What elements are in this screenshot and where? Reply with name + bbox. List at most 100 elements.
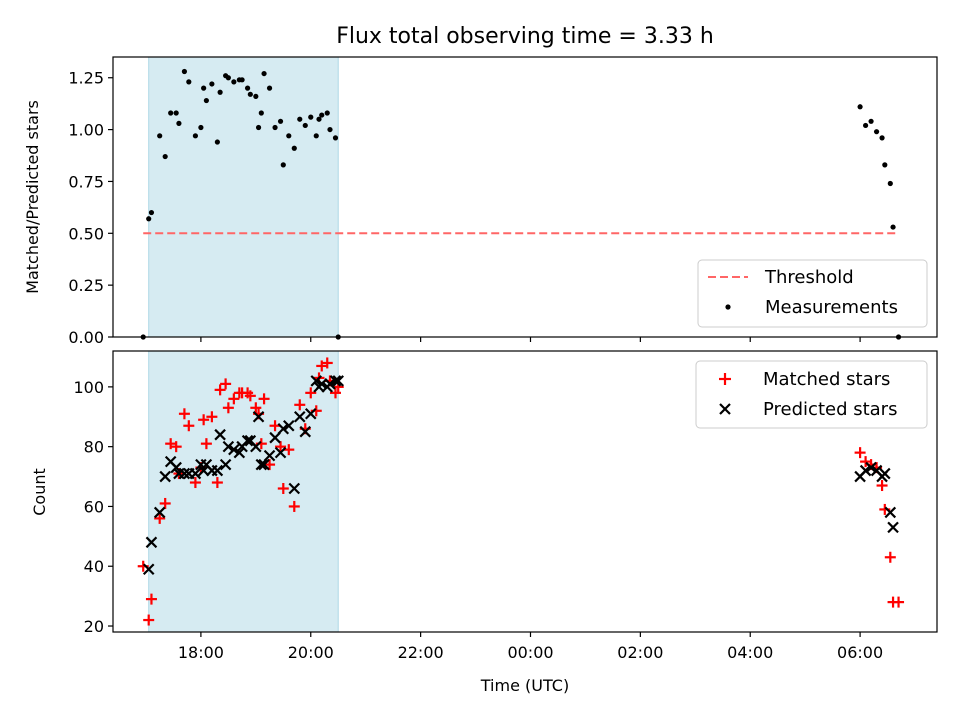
measurement-point [857, 104, 863, 110]
predicted-star-point [310, 375, 323, 387]
legend-predicted-label: Predicted stars [763, 399, 897, 420]
matched-star-point [321, 357, 333, 369]
x-tick-label: 00:00 [507, 643, 553, 662]
matched-star-point [893, 596, 905, 608]
measurement-point [209, 81, 215, 87]
x-axis-label: Time (UTC) [480, 676, 569, 695]
measurement-point [272, 124, 278, 131]
predicted-star-point [222, 440, 235, 453]
chart-title: Flux total observing time = 3.33 h [336, 24, 714, 49]
measurement-point [313, 133, 319, 139]
measurement-point [239, 77, 245, 83]
measurement-point [862, 122, 869, 129]
predicted-star-point [884, 506, 897, 519]
y-tick-label: 1.00 [68, 121, 104, 140]
legend-predicted-swatch [719, 403, 731, 415]
predicted-star-point [219, 458, 232, 471]
y-tick-label: 20 [84, 617, 104, 636]
measurement-point [319, 112, 325, 118]
predicted-star-point [241, 434, 254, 447]
top-axes: 0.00 0.25 0.50 0.75 1.00 1.25 Matched/Predict… [23, 56, 938, 347]
matched-stars-series [137, 357, 905, 626]
matched-star-point [275, 441, 287, 453]
matched-star-point [220, 378, 232, 390]
x-tick-label: 20:00 [288, 643, 334, 662]
measurement-point [261, 70, 267, 77]
x-tick-label: 02:00 [617, 643, 663, 662]
predicted-star-point [214, 428, 226, 441]
matched-star-point [200, 438, 212, 450]
predicted-star-point [252, 410, 265, 423]
measurement-point [148, 209, 155, 216]
predicted-star-point [145, 536, 158, 549]
top-plot-frame [112, 56, 938, 338]
x-tick-label: 18:00 [178, 643, 224, 662]
y-tick-label: 0.00 [68, 328, 104, 347]
measurement-point [247, 91, 253, 97]
matched-star-point [198, 414, 210, 426]
predicted-star-point [879, 467, 891, 480]
matched-star-point [305, 387, 317, 399]
matched-star-point [876, 480, 888, 492]
top-observing-span [148, 56, 339, 338]
measurement-point [277, 118, 284, 124]
matched-star-point [269, 420, 281, 432]
matched-star-point [244, 390, 256, 402]
measurement-point [879, 135, 885, 141]
measurement-point [266, 85, 273, 91]
top-legend-box [697, 259, 928, 328]
predicted-star-point [304, 407, 317, 420]
bottom-y-axis-label: Count [30, 468, 49, 516]
measurement-point [887, 180, 893, 187]
predicted-star-point [189, 467, 202, 480]
bottom-legend: Matched stars Predicted stars [695, 360, 928, 429]
matched-star-point [189, 477, 201, 489]
measurement-point [258, 110, 264, 116]
measurement-point [201, 85, 207, 91]
y-tick-label: 0.75 [68, 172, 104, 191]
predicted-star-point [274, 446, 287, 459]
legend-matched-swatch [719, 373, 731, 385]
top-legend: Threshold Measurements [697, 259, 928, 328]
predicted-star-point [299, 425, 312, 438]
legend-measurements-label: Measurements [765, 297, 898, 318]
predicted-star-point [332, 375, 345, 387]
measurement-point [324, 110, 330, 116]
measurement-point [308, 114, 314, 120]
measurement-point [168, 110, 174, 116]
measurement-point [302, 122, 308, 129]
measurement-point [162, 153, 168, 160]
measurement-point [198, 124, 204, 131]
matched-star-point [264, 459, 276, 471]
predicted-star-point [293, 410, 306, 423]
matched-star-point [277, 483, 289, 495]
predicted-star-point [329, 375, 342, 387]
predicted-star-point [170, 461, 182, 474]
measurements-series [140, 68, 902, 340]
predicted-star-point [178, 467, 191, 480]
predicted-star-point [288, 482, 301, 495]
measurement-point [882, 162, 888, 168]
predicted-stars-series [142, 375, 899, 576]
matched-star-point [154, 512, 166, 524]
measurement-point [253, 93, 259, 100]
measurement-point [291, 145, 297, 151]
measurement-point [332, 135, 339, 141]
measurement-point [181, 68, 188, 75]
y-tick-label: 0.50 [68, 224, 104, 243]
predicted-star-point [865, 461, 877, 474]
matched-star-point [294, 399, 306, 411]
top-y-ticks: 0.00 0.25 0.50 0.75 1.00 1.25 [68, 69, 113, 347]
predicted-star-point [258, 458, 270, 471]
measurement-point [297, 116, 303, 122]
bottom-legend-box [695, 360, 928, 429]
bottom-plot-frame [112, 350, 938, 633]
bottom-axes: 20 40 60 80 100 18:00 20:00 22:00 00:00 02:00 04:… [30, 350, 938, 695]
matched-star-point [170, 441, 182, 453]
measurement-point [316, 116, 322, 122]
y-tick-label: 1.25 [68, 69, 104, 88]
matched-star-point [283, 444, 295, 456]
bottom-y-ticks: 20 40 60 80 100 [73, 378, 113, 636]
matched-star-point [854, 447, 866, 459]
